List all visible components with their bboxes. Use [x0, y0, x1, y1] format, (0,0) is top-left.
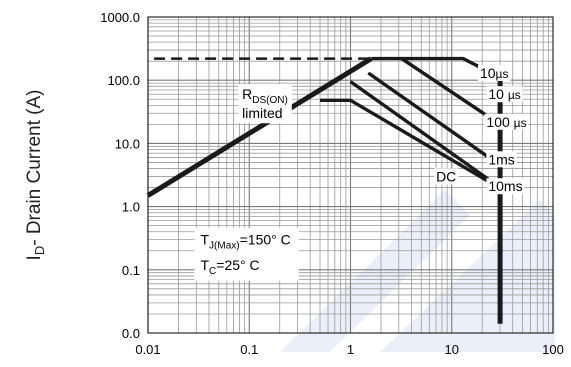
tc-t: T	[200, 257, 209, 273]
y-axis-label-main: I	[24, 255, 45, 260]
tc-value: =25° C	[216, 257, 259, 273]
x-tick-label: 100	[542, 342, 564, 357]
watermark-logo	[280, 190, 555, 352]
y-axis-label-sub: D	[32, 246, 47, 255]
rds-annotation-box	[238, 84, 292, 124]
watermark-shape-left	[280, 190, 470, 352]
curve-label-background	[486, 151, 517, 168]
y-tick-label: 0.1	[122, 263, 140, 278]
y-tick-label: 0.0	[122, 326, 140, 341]
curve-label-value: 100	[486, 114, 513, 130]
series-line-10-s	[400, 57, 502, 126]
rds-on-limit-line	[146, 56, 373, 198]
curve-label-10-s: 10 µs	[488, 86, 520, 102]
curve-label-value: 1ms	[488, 151, 514, 167]
tj-t: T	[200, 232, 209, 248]
curve-label-unit: µs	[514, 116, 527, 130]
x-tick-label: 1	[347, 342, 354, 357]
curve-label-1ms: 1ms	[488, 151, 514, 167]
curve-label-value: DC	[436, 168, 456, 184]
tj-value: =150° C	[240, 232, 291, 248]
curve-label-100-s: 100 µs	[486, 114, 526, 130]
y-tick-label: 1000.0	[100, 10, 140, 25]
curve-label-background	[484, 113, 529, 130]
series-line-100-s	[367, 71, 502, 167]
series-line-10ms	[320, 98, 501, 190]
curve-label-value: 10	[480, 65, 496, 81]
plot-frame	[147, 16, 554, 334]
x-tick-label: 0.01	[135, 342, 160, 357]
rds-annotation-limited: limited	[242, 105, 282, 121]
tc-text: TC=25° C	[200, 257, 259, 277]
y-tick-label: 10.0	[115, 136, 140, 151]
rds-subscript: DS(ON)	[252, 95, 288, 106]
rds-r: R	[242, 86, 252, 102]
curve-label-background	[486, 86, 523, 103]
curve-label-background	[486, 178, 525, 195]
y-tick-label: 1.0	[122, 200, 140, 215]
curve-label-value: 10	[488, 86, 507, 102]
series-line-1ms	[349, 80, 502, 189]
rds-on-annotation: RDS(ON) limited	[238, 84, 292, 124]
x-tick-label: 10	[445, 342, 459, 357]
rds-annotation-title: RDS(ON)	[242, 86, 288, 106]
y-tick-label: 100.0	[107, 73, 140, 88]
curve-label-unit: µs	[496, 67, 509, 81]
curve-label-unit: µs	[508, 88, 521, 102]
x-tick-label: 0.1	[240, 342, 258, 357]
tj-max-text: TJ(Max)=150° C	[200, 232, 290, 252]
temperature-annotation-box	[194, 227, 299, 281]
curve-label-10ms: 10ms	[488, 178, 522, 194]
temperature-annotation: TJ(Max)=150° C TC=25° C	[194, 227, 299, 281]
tc-subscript: C	[209, 266, 216, 277]
curve-label-10-s: 10µs	[480, 65, 509, 81]
curve-label-dc: DC	[436, 168, 456, 184]
y-axis-label: ID- Drain Current (A)	[24, 90, 47, 261]
curve-label-background	[477, 64, 511, 81]
curve-label-value: 10ms	[488, 178, 522, 194]
y-axis-label-rest: - Drain Current (A)	[24, 90, 45, 246]
tj-subscript: J(Max)	[209, 241, 240, 252]
curve-label-background	[434, 168, 459, 185]
